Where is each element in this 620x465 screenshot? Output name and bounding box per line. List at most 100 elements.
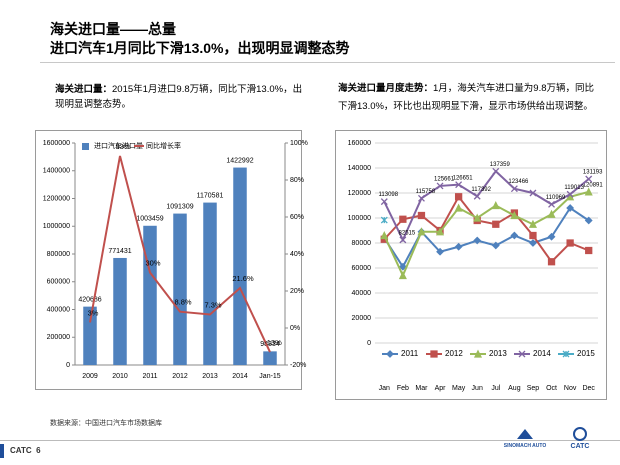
point xyxy=(399,236,407,244)
body: 1月，海关汽车进口量为9.8万辆，同比下滑13.0%，环比也出现明显下滑，显示市… xyxy=(338,83,595,112)
point xyxy=(417,211,426,220)
line xyxy=(383,194,590,264)
x-tick-label: Nov xyxy=(564,385,577,392)
legend-label: 同比增长率 xyxy=(146,141,181,150)
y2-tick-label: 20% xyxy=(290,288,304,295)
point xyxy=(492,220,500,228)
data-label: 8.8% xyxy=(174,298,191,307)
legend-label: 2011 xyxy=(401,349,419,358)
y2-tick-label: 0% xyxy=(290,325,300,332)
y2-tick-label: 100% xyxy=(290,140,308,147)
point xyxy=(584,187,593,196)
point xyxy=(492,167,500,175)
data-label: 115758 xyxy=(416,189,436,195)
y-tick-label: 600000 xyxy=(47,279,70,286)
data-label: 1003459 xyxy=(136,216,163,223)
data-label: 117392 xyxy=(471,187,491,193)
header: 海关进口量——总量 进口汽车1月同比下滑13.0%，出现明显调整态势 xyxy=(50,20,349,58)
legend-marker xyxy=(473,349,483,358)
y2-tick-label: 80% xyxy=(290,177,304,184)
x-tick-label: Apr xyxy=(435,385,447,392)
legend-marker xyxy=(386,350,394,358)
body: 2015年1月进口9.8万辆，同比下滑13.0%，出现明显调整态势。 xyxy=(55,84,303,110)
page-number: 6 xyxy=(36,446,41,455)
line xyxy=(383,169,590,243)
title: 海关进口量——总量 xyxy=(50,21,176,37)
legend-label: 2014 xyxy=(533,349,551,358)
point xyxy=(455,181,463,189)
footer-brand: CATC 6 xyxy=(10,446,41,455)
bar xyxy=(233,167,247,365)
data-label: 98334 xyxy=(260,341,280,348)
bar xyxy=(83,306,97,365)
point xyxy=(584,216,593,225)
data-label: 120891 xyxy=(583,182,604,188)
x-tick-label: May xyxy=(452,385,466,392)
y2-tick-label: 40% xyxy=(290,251,304,258)
point xyxy=(454,193,463,201)
line xyxy=(89,155,271,353)
point xyxy=(566,239,574,247)
y-tick-label: 400000 xyxy=(47,306,70,313)
point xyxy=(491,241,500,250)
point xyxy=(547,258,556,266)
source: 数据来源：中国进口汽车市场数据库 xyxy=(50,420,162,427)
y2-tick-label: 60% xyxy=(290,214,304,221)
y-tick-label: 1400000 xyxy=(43,168,70,175)
label: 海关进口量月度走势： xyxy=(338,83,434,94)
x-tick-label: Jan-15 xyxy=(259,373,281,380)
bar xyxy=(143,225,157,365)
y-tick-label: 40000 xyxy=(352,290,372,297)
point xyxy=(510,185,518,193)
point xyxy=(510,211,519,220)
data-label: 123466 xyxy=(508,179,529,185)
point xyxy=(510,231,519,240)
chart-frame xyxy=(35,130,302,390)
point xyxy=(548,200,556,208)
x-tick-label: Dec xyxy=(582,385,595,392)
point xyxy=(436,182,444,190)
data-label: 82515 xyxy=(399,230,416,236)
data-label: 119013 xyxy=(564,185,584,191)
legend-label: 进口汽车进口量 xyxy=(94,141,143,150)
y-tick-label: 1200000 xyxy=(43,195,70,202)
point xyxy=(566,190,574,198)
point xyxy=(529,189,537,197)
data-label: 93% xyxy=(115,142,130,151)
y2-tick-label: -20% xyxy=(290,362,306,369)
data-label: 125661 xyxy=(434,177,455,183)
point xyxy=(566,204,575,212)
logo-text: SINOMACH AUTO xyxy=(503,443,547,449)
point xyxy=(454,203,463,212)
point xyxy=(435,227,445,236)
legend-label: 2013 xyxy=(489,349,507,358)
y-tick-label: 80000 xyxy=(352,240,372,247)
point xyxy=(473,236,482,245)
x-tick-label: 2013 xyxy=(202,373,218,380)
point xyxy=(398,262,407,271)
x-tick-label: 2014 xyxy=(232,373,248,380)
point xyxy=(547,209,556,218)
point xyxy=(566,192,575,201)
data-label: 7.3% xyxy=(204,300,221,309)
x-tick-label: Aug xyxy=(508,385,521,392)
logo: SINOMACH AUTO xyxy=(500,427,550,449)
point xyxy=(529,231,537,240)
y-tick-label: 1000000 xyxy=(43,223,70,230)
x-tick-label: Jun xyxy=(472,385,483,392)
point xyxy=(473,213,482,222)
line xyxy=(383,190,589,278)
point xyxy=(380,231,389,240)
y-tick-label: 120000 xyxy=(348,190,371,197)
data-label: 1091309 xyxy=(166,203,193,210)
legend-marker xyxy=(430,350,438,358)
x-tick-label: 2009 xyxy=(82,373,98,380)
y-tick-label: 160000 xyxy=(348,140,371,147)
x-tick-label: 2010 xyxy=(112,373,128,380)
legend-marker xyxy=(562,350,570,358)
x-tick-label: Jan xyxy=(379,385,390,392)
y-tick-label: 200000 xyxy=(47,334,70,341)
logo: CATC xyxy=(560,427,600,450)
